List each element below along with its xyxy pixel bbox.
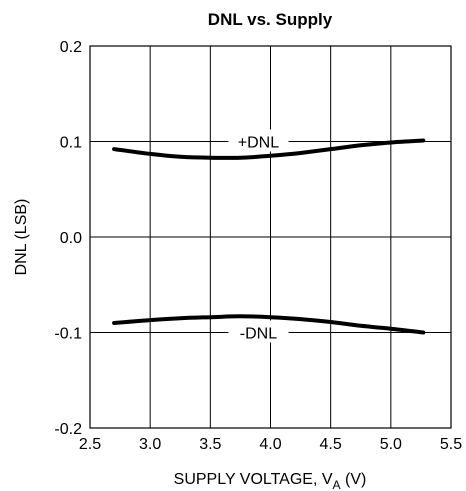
chart-title: DNL vs. Supply [208, 10, 333, 29]
grid [90, 46, 451, 428]
y-tick-label: -0.1 [54, 326, 82, 343]
y-tick-label: 0.1 [60, 135, 82, 152]
y-tick-labels: 0.2 0.1 0.0 -0.1 -0.2 [54, 39, 82, 438]
y-tick-label: -0.2 [54, 421, 82, 438]
series-layer: +DNL -DNL [112, 129, 426, 343]
x-axis-label-subscript: A [333, 478, 341, 491]
series-label-background [228, 320, 289, 343]
x-axis-label-unit: (V) [341, 471, 367, 488]
plot-frame [89, 45, 452, 429]
y-axis-label: DNL (LSB) [13, 199, 30, 276]
x-axis-label: SUPPLY VOLTAGE, VA (V) [174, 471, 367, 491]
x-tick-label: 4.5 [320, 436, 342, 453]
x-axis-label-main: SUPPLY VOLTAGE, V [174, 471, 333, 488]
x-tick-labels: 2.5 3.0 3.5 4.0 4.5 5.0 5.5 [79, 436, 462, 453]
x-tick-label: 2.5 [79, 436, 101, 453]
y-tick-label: 0.2 [60, 39, 82, 56]
y-tick-label: 0.0 [60, 230, 82, 247]
x-tick-label: 5.0 [380, 436, 402, 453]
x-tick-label: 4.0 [259, 436, 281, 453]
series-label-background [228, 129, 289, 152]
series-label-plus-dnl: +DNL [238, 135, 279, 152]
x-tick-label: 3.5 [199, 436, 221, 453]
series-label-minus-dnl: -DNL [240, 326, 277, 343]
series-line-minus-dnl [112, 314, 426, 335]
x-tick-label: 5.5 [440, 436, 462, 453]
series-line-plus-dnl [112, 138, 426, 160]
x-tick-label: 3.0 [139, 436, 161, 453]
